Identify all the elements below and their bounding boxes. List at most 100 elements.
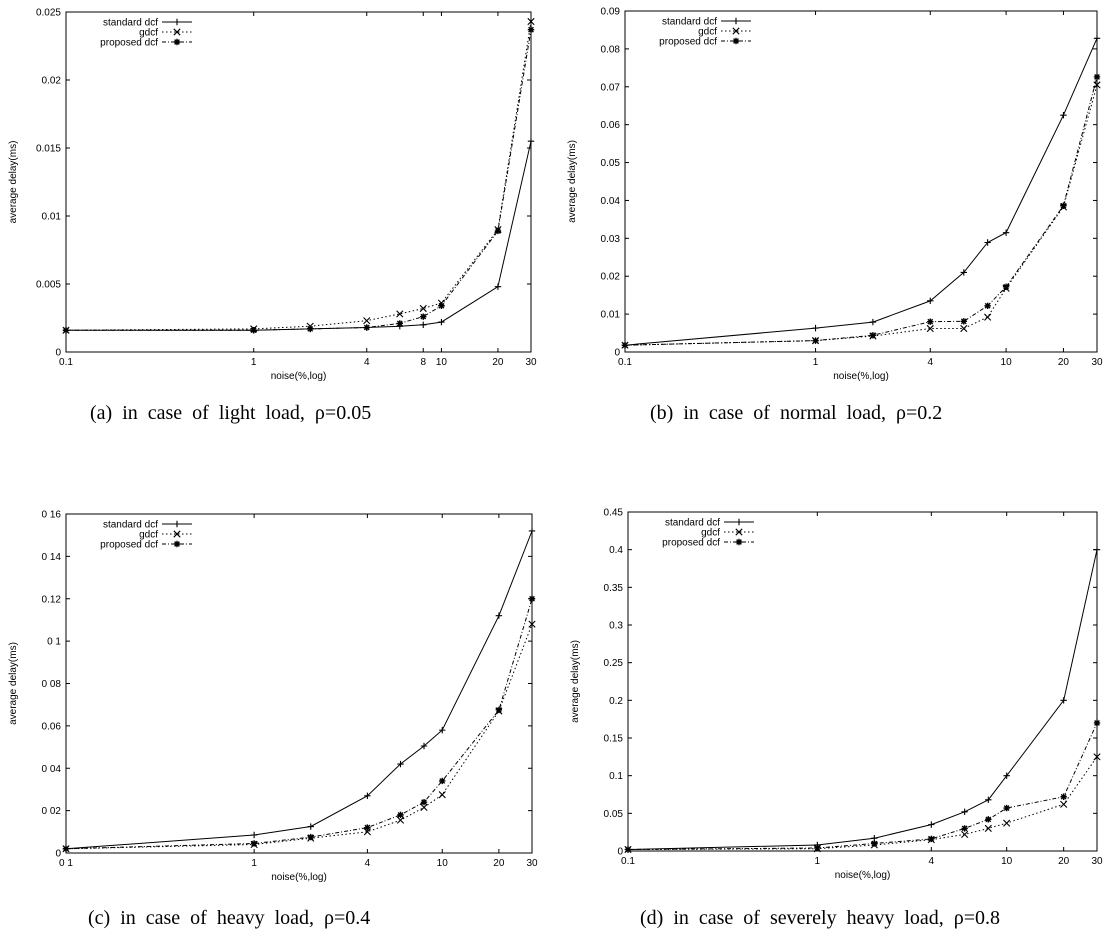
chart-b: 0 0.01 0.02 0.03 0.04 0.05 0.06 0.07 0.08 0.09 0.1… — [567, 7, 1103, 383]
y-tick-label: 0.02 — [601, 272, 621, 283]
y-tick-label: 0 08 — [42, 679, 62, 690]
series-standard-dcf — [624, 546, 1101, 853]
x-tick-label: 30 — [526, 858, 538, 869]
data-point — [397, 811, 404, 819]
data-point — [363, 324, 370, 331]
data-point — [984, 313, 992, 321]
data-point — [420, 321, 427, 328]
x-tick-label: 10 — [436, 357, 448, 368]
y-tick-label: 0.05 — [604, 809, 624, 820]
data-point — [812, 324, 819, 332]
chart-a: 0 0.005 0.01 0.015 0.02 0.025 0.1 1 4 8 10 20 30 nois… — [8, 8, 537, 383]
data-point — [527, 138, 535, 145]
y-tick-label: 0.09 — [601, 7, 621, 18]
data-point — [1093, 546, 1101, 553]
legend-label: proposed dcf — [662, 538, 720, 549]
data-point — [869, 318, 877, 326]
y-tick-label: 0.4 — [609, 545, 623, 556]
legend-label: gdcf — [701, 528, 720, 539]
data-point — [438, 791, 446, 799]
y-tick-label: 0 — [614, 348, 620, 359]
series-gdcf — [621, 81, 1101, 349]
x-axis-label: noise(%,log) — [833, 371, 889, 382]
y-tick-label: 0.04 — [601, 196, 621, 207]
x-tick-label: 30 — [1091, 856, 1103, 867]
x-axis-label: noise(%,log) — [835, 870, 891, 881]
x-tick-label: 1 — [813, 357, 819, 368]
y-tick-label: 0.07 — [601, 82, 621, 93]
data-point — [1003, 772, 1010, 779]
data-point — [961, 825, 968, 832]
y-tick-label: 0.02 — [42, 76, 62, 87]
y-tick-label: 0.1 — [609, 771, 623, 782]
legend-marker — [173, 38, 181, 46]
x-tick-label: 8 — [420, 357, 426, 368]
legend-label: proposed dcf — [659, 37, 717, 48]
series-standard-dcf — [621, 35, 1101, 349]
legend-marker — [732, 37, 740, 45]
data-point — [1093, 73, 1101, 81]
y-tick-label: 0 14 — [42, 552, 62, 563]
caption-b: (b) in case of normal load, ρ=0.2 — [650, 402, 943, 424]
y-tick-label: 0 — [55, 348, 61, 359]
data-point — [621, 341, 629, 349]
x-tick-label: 0.1 — [621, 856, 635, 867]
y-tick-label: 0 02 — [42, 806, 62, 817]
data-point — [1060, 111, 1067, 119]
x-tick-label: 20 — [1058, 856, 1070, 867]
legend-label: standard dcf — [662, 17, 717, 28]
data-point — [814, 844, 821, 852]
y-tick-label: 0.2 — [609, 696, 623, 707]
data-point — [1060, 697, 1067, 704]
y-tick-label: 0.08 — [601, 44, 621, 55]
data-point — [1093, 719, 1101, 727]
data-point — [1002, 229, 1010, 236]
y-tick-label: 0.01 — [42, 212, 62, 223]
x-tick-label: 0 1 — [59, 858, 73, 869]
x-tick-label: 10 — [437, 858, 449, 869]
data-point — [1060, 800, 1068, 808]
y-tick-label: 0.015 — [36, 144, 61, 155]
x-tick-label: 1 — [815, 856, 821, 867]
data-point — [419, 304, 427, 313]
y-tick-label: 0.3 — [609, 621, 623, 632]
x-tick-label: 20 — [492, 357, 504, 368]
y-tick-label: 0.05 — [601, 158, 621, 169]
plot-frame — [65, 11, 532, 353]
data-point — [1060, 793, 1067, 800]
y-axis-label: average delay(ms) — [567, 140, 578, 223]
y-tick-label: 0.06 — [601, 120, 621, 131]
series-line — [66, 141, 532, 331]
y-tick-label: 0.25 — [604, 658, 624, 669]
x-tick-label: 4 — [927, 357, 933, 368]
y-tick-label: 0 04 — [42, 764, 62, 775]
data-point — [869, 332, 877, 339]
legend-marker — [735, 518, 743, 526]
data-point — [364, 792, 371, 799]
data-point — [62, 845, 70, 852]
legend-marker — [735, 528, 743, 536]
data-point — [528, 527, 536, 535]
y-tick-label: 0 1 — [47, 637, 61, 648]
y-tick-label: 0.005 — [36, 280, 61, 291]
series-line — [65, 530, 533, 850]
data-point — [364, 824, 371, 831]
legend-label: standard dcf — [665, 518, 720, 529]
series-proposed-dcf — [62, 26, 535, 334]
series-line — [627, 722, 1098, 850]
legend-marker — [173, 28, 181, 36]
data-point — [1003, 804, 1010, 812]
x-tick-label: 20 — [493, 858, 505, 869]
y-axis-label: average delay(ms) — [8, 141, 19, 224]
legend-label: proposed dcf — [100, 38, 158, 49]
data-point — [1003, 819, 1011, 827]
data-point — [396, 310, 404, 318]
data-point — [1093, 753, 1101, 761]
data-point — [528, 620, 536, 628]
plot-frame — [624, 10, 1098, 353]
series-line — [65, 598, 533, 850]
data-point — [985, 816, 992, 823]
